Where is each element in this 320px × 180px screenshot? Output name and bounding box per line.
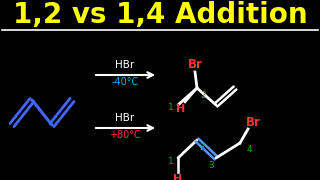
Text: Br: Br xyxy=(245,116,260,129)
Text: 3: 3 xyxy=(208,161,214,170)
Text: +80°C: +80°C xyxy=(109,130,141,140)
Text: 2: 2 xyxy=(199,143,205,152)
Text: 2: 2 xyxy=(200,91,206,100)
Text: 1,2 vs 1,4 Addition: 1,2 vs 1,4 Addition xyxy=(13,1,307,29)
Text: -40°C: -40°C xyxy=(111,77,139,87)
Text: H: H xyxy=(176,104,186,114)
Text: Br: Br xyxy=(188,57,203,71)
Text: H: H xyxy=(173,174,183,180)
Text: 1: 1 xyxy=(168,103,174,112)
Text: HBr: HBr xyxy=(116,113,135,123)
Text: 4: 4 xyxy=(246,145,252,154)
Text: 1: 1 xyxy=(168,156,174,165)
Text: HBr: HBr xyxy=(116,60,135,70)
